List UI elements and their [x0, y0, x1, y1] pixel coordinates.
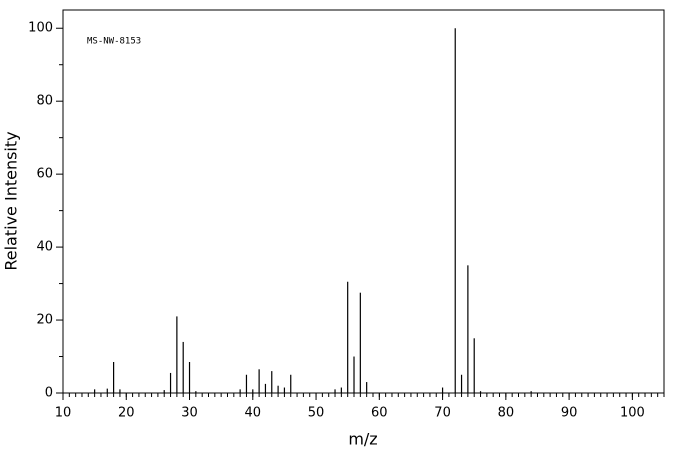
x-tick-label: 80 — [498, 406, 515, 421]
y-tick-label: 40 — [36, 240, 53, 255]
x-tick-label: 40 — [245, 406, 262, 421]
y-tick-label: 20 — [36, 313, 53, 328]
x-tick-label: 20 — [118, 406, 135, 421]
x-tick-label: 70 — [434, 406, 451, 421]
y-axis-label: Relative Intensity — [2, 131, 21, 270]
y-tick-label: 100 — [28, 21, 53, 36]
x-tick-label: 60 — [371, 406, 388, 421]
annotation: MS-NW-8153 — [87, 37, 141, 47]
x-tick-label: 90 — [561, 406, 578, 421]
x-axis-label: m/z — [348, 430, 377, 449]
y-tick-label: 80 — [36, 94, 53, 109]
x-tick-label: 10 — [55, 406, 72, 421]
x-tick-label: 100 — [620, 406, 645, 421]
x-tick-label: 30 — [181, 406, 198, 421]
y-tick-label: 60 — [36, 167, 53, 182]
plot-frame — [62, 9, 665, 394]
y-tick-label: 0 — [45, 386, 53, 401]
x-tick-label: 50 — [308, 406, 325, 421]
